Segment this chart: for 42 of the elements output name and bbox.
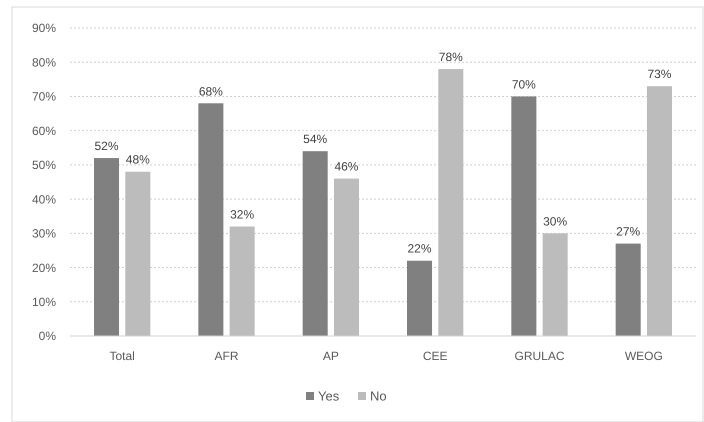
bar xyxy=(230,226,255,336)
legend-label: Yes xyxy=(318,388,340,404)
bar xyxy=(125,172,150,336)
x-tick-label: GRULAC xyxy=(514,349,565,363)
x-tick-label: Total xyxy=(109,349,135,363)
x-tick-label: AFR xyxy=(214,349,239,363)
x-tick-label: CEE xyxy=(422,349,448,363)
y-tick-label: 30% xyxy=(32,226,56,241)
y-tick-label: 90% xyxy=(32,21,56,36)
bar xyxy=(334,178,360,336)
data-label: 54% xyxy=(303,132,328,146)
data-label: 68% xyxy=(198,84,224,98)
y-tick-label: 40% xyxy=(32,192,56,206)
data-label: 70% xyxy=(512,77,536,92)
data-label: 32% xyxy=(230,207,254,222)
x-tick-label: AP xyxy=(322,349,339,363)
data-label: 52% xyxy=(94,139,119,154)
bar xyxy=(646,86,672,336)
y-tick-label: 20% xyxy=(32,260,56,275)
bar xyxy=(438,69,464,336)
bar xyxy=(511,96,536,336)
bar xyxy=(198,103,224,336)
legend-label: No xyxy=(370,388,387,404)
x-tick-label: WEOG xyxy=(624,349,663,363)
y-tick-label: 80% xyxy=(32,55,56,70)
y-tick-label: 50% xyxy=(32,158,56,172)
data-label: 27% xyxy=(616,224,641,239)
data-label: 48% xyxy=(126,152,150,167)
bar xyxy=(406,260,432,336)
bar xyxy=(616,244,641,336)
y-tick-label: 60% xyxy=(32,124,56,138)
y-tick-label: 10% xyxy=(32,294,56,309)
bar xyxy=(94,158,120,336)
data-label: 78% xyxy=(438,50,464,64)
data-label: 73% xyxy=(647,67,672,82)
data-label: 46% xyxy=(334,160,359,174)
bar xyxy=(542,233,568,336)
y-tick-label: 0% xyxy=(38,329,56,344)
data-label: 22% xyxy=(408,242,432,256)
bar xyxy=(302,151,328,336)
data-label: 30% xyxy=(543,214,568,228)
y-tick-label: 70% xyxy=(32,90,56,104)
